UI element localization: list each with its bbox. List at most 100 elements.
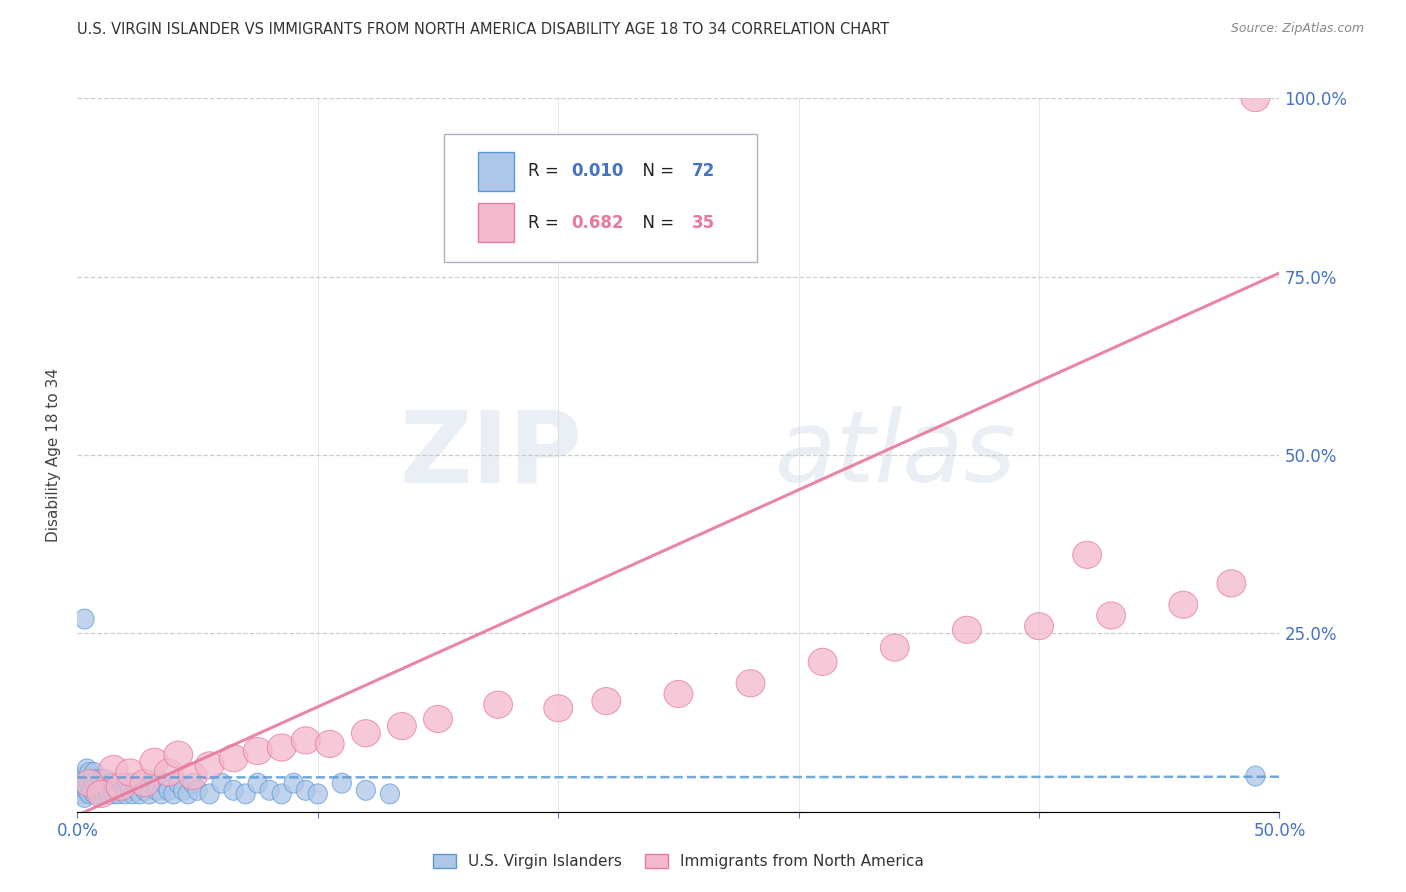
Ellipse shape	[332, 773, 352, 793]
Ellipse shape	[114, 780, 132, 800]
FancyBboxPatch shape	[478, 152, 513, 191]
Ellipse shape	[108, 784, 128, 804]
Ellipse shape	[101, 773, 121, 793]
Ellipse shape	[291, 727, 321, 754]
Ellipse shape	[212, 773, 231, 793]
Ellipse shape	[159, 780, 179, 800]
Ellipse shape	[273, 784, 291, 804]
Ellipse shape	[115, 784, 135, 804]
Text: N =: N =	[631, 214, 679, 232]
Ellipse shape	[91, 780, 111, 800]
Ellipse shape	[90, 773, 108, 793]
Ellipse shape	[188, 780, 207, 800]
Ellipse shape	[94, 784, 114, 804]
Ellipse shape	[82, 780, 101, 800]
Ellipse shape	[73, 773, 91, 793]
Ellipse shape	[183, 773, 202, 793]
Ellipse shape	[173, 780, 193, 800]
Ellipse shape	[200, 784, 219, 804]
Text: R =: R =	[529, 214, 564, 232]
Ellipse shape	[1168, 591, 1198, 618]
Ellipse shape	[80, 784, 98, 804]
Ellipse shape	[260, 780, 280, 800]
Ellipse shape	[267, 734, 297, 761]
Ellipse shape	[131, 770, 159, 797]
Ellipse shape	[77, 780, 97, 800]
Ellipse shape	[243, 738, 273, 764]
Ellipse shape	[664, 681, 693, 707]
Text: ZIP: ZIP	[399, 407, 582, 503]
Ellipse shape	[315, 731, 344, 757]
Ellipse shape	[97, 780, 115, 800]
Ellipse shape	[165, 741, 193, 768]
Ellipse shape	[128, 780, 148, 800]
Ellipse shape	[75, 766, 94, 786]
Ellipse shape	[224, 780, 243, 800]
Ellipse shape	[484, 691, 513, 718]
Ellipse shape	[139, 784, 159, 804]
Ellipse shape	[80, 763, 98, 782]
Ellipse shape	[131, 784, 149, 804]
Ellipse shape	[308, 784, 328, 804]
Ellipse shape	[91, 770, 111, 789]
Ellipse shape	[125, 773, 145, 793]
Ellipse shape	[135, 780, 155, 800]
Ellipse shape	[90, 784, 108, 804]
Ellipse shape	[139, 748, 169, 775]
Legend: U.S. Virgin Islanders, Immigrants from North America: U.S. Virgin Islanders, Immigrants from N…	[427, 848, 929, 875]
Text: atlas: atlas	[775, 407, 1017, 503]
Ellipse shape	[155, 759, 183, 786]
Ellipse shape	[297, 780, 315, 800]
Ellipse shape	[1241, 85, 1270, 112]
Ellipse shape	[219, 745, 247, 772]
Ellipse shape	[104, 773, 122, 793]
Ellipse shape	[75, 770, 104, 797]
Text: U.S. VIRGIN ISLANDER VS IMMIGRANTS FROM NORTH AMERICA DISABILITY AGE 18 TO 34 CO: U.S. VIRGIN ISLANDER VS IMMIGRANTS FROM …	[77, 22, 890, 37]
Ellipse shape	[118, 773, 138, 793]
Ellipse shape	[1246, 766, 1265, 786]
Ellipse shape	[77, 759, 97, 779]
Ellipse shape	[115, 759, 145, 786]
Ellipse shape	[356, 780, 375, 800]
Ellipse shape	[87, 780, 115, 807]
Ellipse shape	[75, 777, 94, 797]
Ellipse shape	[122, 784, 142, 804]
Ellipse shape	[70, 770, 90, 789]
Ellipse shape	[97, 770, 115, 789]
Ellipse shape	[87, 770, 107, 789]
Ellipse shape	[111, 773, 131, 793]
Ellipse shape	[388, 713, 416, 739]
Ellipse shape	[284, 773, 304, 793]
FancyBboxPatch shape	[478, 203, 513, 243]
Ellipse shape	[952, 616, 981, 643]
Ellipse shape	[84, 773, 104, 793]
Ellipse shape	[1218, 570, 1246, 597]
Ellipse shape	[80, 773, 98, 793]
Ellipse shape	[98, 784, 118, 804]
Ellipse shape	[247, 773, 267, 793]
Ellipse shape	[155, 773, 173, 793]
Ellipse shape	[1025, 613, 1053, 640]
Text: N =: N =	[631, 162, 679, 180]
Ellipse shape	[87, 780, 107, 800]
Ellipse shape	[544, 695, 572, 722]
Ellipse shape	[132, 773, 152, 793]
Ellipse shape	[148, 780, 166, 800]
Ellipse shape	[169, 773, 188, 793]
Text: 35: 35	[692, 214, 714, 232]
Ellipse shape	[98, 756, 128, 782]
Ellipse shape	[1073, 541, 1101, 568]
Ellipse shape	[236, 784, 256, 804]
Text: R =: R =	[529, 162, 564, 180]
Ellipse shape	[1097, 602, 1126, 629]
Ellipse shape	[179, 784, 198, 804]
Ellipse shape	[179, 763, 207, 789]
Ellipse shape	[165, 784, 183, 804]
Ellipse shape	[75, 609, 94, 629]
Ellipse shape	[880, 634, 910, 661]
Ellipse shape	[84, 784, 104, 804]
Ellipse shape	[352, 720, 380, 747]
Ellipse shape	[121, 780, 139, 800]
Ellipse shape	[84, 763, 104, 782]
Ellipse shape	[77, 770, 97, 789]
